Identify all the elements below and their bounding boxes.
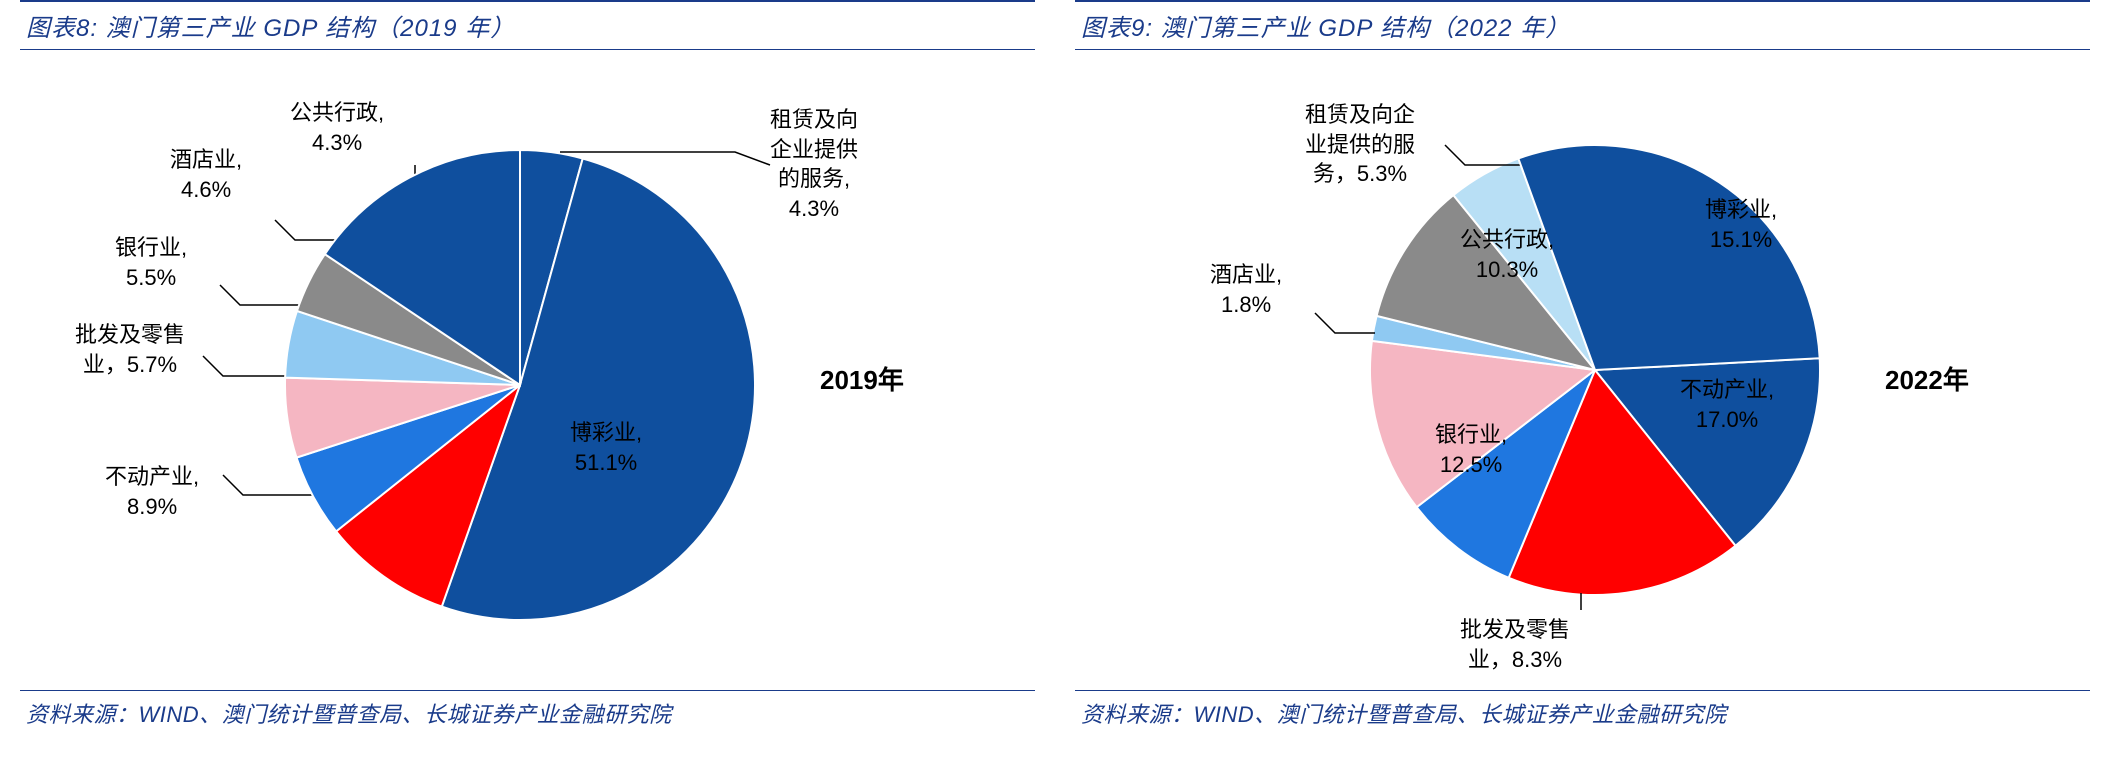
slice-label: 批发及零售业，8.3% — [1460, 615, 1570, 674]
leader-line — [275, 220, 345, 240]
slice-label: 批发及零售业，5.7% — [75, 320, 185, 379]
chart-title-2022: 图表9: 澳门第三产业 GDP 结构（2022 年） — [1075, 0, 2090, 50]
slice-label: 酒店业,4.6% — [170, 145, 242, 204]
chart-source-2019: 资料来源：WIND、澳门统计暨普查局、长城证券产业金融研究院 — [20, 690, 1035, 729]
slice-label: 公共行政,4.3% — [290, 98, 384, 157]
slice-label: 银行业,5.5% — [115, 233, 187, 292]
leader-line — [1315, 313, 1375, 333]
slice-label: 银行业,12.5% — [1435, 420, 1507, 479]
slice-label: 租赁及向企业提供的服务,4.3% — [770, 105, 858, 224]
chart-title-2019: 图表8: 澳门第三产业 GDP 结构（2019 年） — [20, 0, 1035, 50]
panel-2019: 图表8: 澳门第三产业 GDP 结构（2019 年） 租赁及向企业提供的服务,4… — [0, 0, 1055, 770]
leader-line — [203, 356, 293, 376]
slice-label: 酒店业,1.8% — [1210, 260, 1282, 319]
slice-label: 不动产业,17.0% — [1680, 375, 1774, 434]
slice-label: 租赁及向企业提供的服务，5.3% — [1305, 100, 1415, 189]
year-label-2022: 2022年 — [1885, 360, 1969, 397]
slice-label: 博彩业,51.1% — [570, 418, 642, 477]
leader-line — [220, 285, 310, 305]
slice-label: 博彩业,15.1% — [1705, 195, 1777, 254]
panel-2022: 图表9: 澳门第三产业 GDP 结构（2022 年） 博彩业,15.1% 不动产业… — [1055, 0, 2110, 770]
chart-area-2019: 租赁及向企业提供的服务,4.3% 博彩业,51.1% 不动产业,8.9% 批发及零售业… — [20, 50, 1035, 690]
year-label-2019: 2019年 — [820, 360, 904, 397]
chart-source-2022: 资料来源：WIND、澳门统计暨普查局、长城证券产业金融研究院 — [1075, 690, 2090, 729]
slice-label: 公共行政,10.3% — [1460, 225, 1554, 284]
chart-area-2022: 博彩业,15.1% 不动产业,17.0% 批发及零售业，8.3% 银行业,12.5% 酒… — [1075, 50, 2090, 690]
slice-label: 不动产业,8.9% — [105, 462, 199, 521]
leader-line — [223, 475, 313, 495]
